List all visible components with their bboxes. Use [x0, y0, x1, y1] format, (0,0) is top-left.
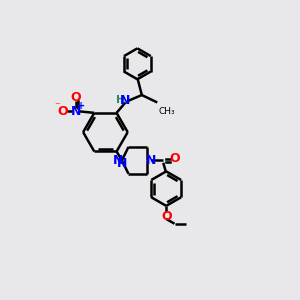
Text: ⁻: ⁻ — [55, 101, 60, 111]
Text: N: N — [146, 154, 156, 167]
Text: N: N — [120, 94, 130, 106]
Text: O: O — [161, 210, 172, 223]
Text: O: O — [70, 91, 81, 104]
Text: N: N — [71, 105, 81, 118]
Text: +: + — [77, 101, 85, 111]
Text: N: N — [117, 158, 127, 170]
Text: CH₃: CH₃ — [159, 107, 176, 116]
Text: H: H — [116, 95, 125, 105]
Text: N: N — [113, 154, 123, 167]
Text: O: O — [169, 152, 180, 165]
Text: O: O — [58, 105, 68, 118]
